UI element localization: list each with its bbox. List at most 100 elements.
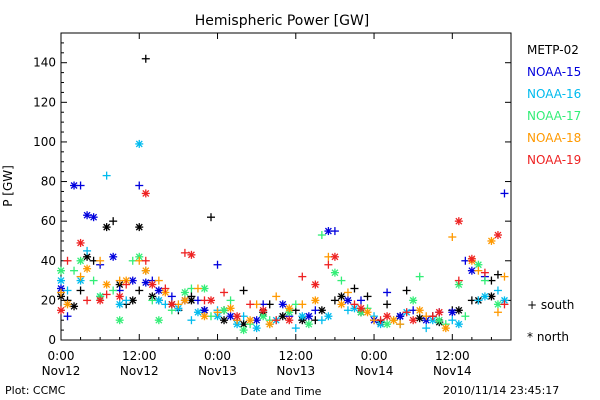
north-point <box>441 324 450 333</box>
north-point <box>70 302 79 311</box>
south-point <box>83 246 92 255</box>
north-point <box>141 278 150 287</box>
south-point <box>122 280 131 289</box>
north-point <box>343 296 352 305</box>
north-point <box>357 304 365 313</box>
y-tick-label: 100 <box>33 135 56 149</box>
south-point <box>383 288 392 297</box>
data-points <box>57 54 509 335</box>
north-point <box>415 306 424 315</box>
south-point <box>272 316 281 325</box>
north-point <box>135 223 144 232</box>
south-point <box>167 292 176 301</box>
south-point <box>480 268 489 277</box>
north-point <box>467 254 476 263</box>
north-point <box>285 304 294 313</box>
south-point <box>324 260 333 269</box>
north-point <box>57 306 65 315</box>
north-point <box>128 276 137 285</box>
north-point <box>304 320 313 329</box>
south-point <box>493 270 502 279</box>
south-point <box>480 276 489 285</box>
north-point <box>383 320 392 329</box>
south-point <box>83 296 92 305</box>
south-point <box>89 276 98 285</box>
south-point <box>500 272 509 281</box>
plot-source: Plot: CCMC <box>5 384 66 397</box>
south-point <box>161 284 170 293</box>
x-axis-label: Date and Time <box>241 385 322 398</box>
north-point <box>448 308 457 317</box>
legend-entry-noaa-16: NOAA-16 <box>527 87 582 101</box>
south-point <box>461 312 470 321</box>
north-point <box>493 231 502 240</box>
y-tick-label: 60 <box>41 214 56 228</box>
north-point <box>180 288 189 297</box>
north-point <box>63 300 72 309</box>
y-tick-label: 40 <box>41 254 56 268</box>
x-tick-date-label: Nov13 <box>198 364 237 378</box>
north-point <box>324 312 333 321</box>
north-point <box>252 324 261 333</box>
north-point <box>409 296 418 305</box>
south-point <box>291 324 300 333</box>
legend-entry-noaa-17: NOAA-17 <box>527 109 582 123</box>
north-point <box>154 316 163 325</box>
plot-frame <box>60 32 512 341</box>
north-point <box>311 296 320 305</box>
north-marker-symbol: * <box>527 330 533 344</box>
north-point <box>76 238 85 247</box>
north-point <box>154 286 163 295</box>
y-tick-label: 20 <box>41 293 56 307</box>
north-point <box>148 280 157 289</box>
x-tick-time-label: 0:00 <box>361 349 388 363</box>
north-point <box>480 292 489 301</box>
legend-entry-metp-02: METP-02 <box>527 43 579 57</box>
north-point <box>115 316 124 325</box>
x-tick-date-label: Nov14 <box>433 364 472 378</box>
south-point <box>415 272 424 281</box>
north-point <box>363 308 372 317</box>
north-point <box>278 300 287 309</box>
south-point <box>350 300 359 309</box>
north-point <box>76 256 85 265</box>
south-point <box>298 272 307 281</box>
north-point <box>83 252 92 261</box>
north-point <box>83 211 92 220</box>
north-point <box>200 306 209 315</box>
y-tick-label: 0 <box>48 333 56 347</box>
north-point <box>220 316 229 325</box>
south-point <box>63 312 72 321</box>
north-point <box>141 266 150 275</box>
south-point <box>311 306 320 315</box>
north-point <box>109 252 118 261</box>
south-point <box>76 286 85 295</box>
north-point <box>226 304 235 313</box>
south-point <box>350 284 359 293</box>
north-point <box>57 276 65 285</box>
south-point <box>298 300 307 309</box>
north-point <box>180 296 189 305</box>
south-marker-label: south <box>540 298 575 312</box>
south-point <box>317 316 326 325</box>
south-point <box>76 272 85 281</box>
south-point <box>493 308 502 317</box>
north-point <box>265 320 274 329</box>
south-marker-symbol: + <box>527 298 538 312</box>
south-point <box>193 284 202 293</box>
north-marker-key: * north <box>527 330 569 344</box>
north-point <box>102 223 111 232</box>
north-point <box>167 300 176 309</box>
south-point <box>96 256 105 265</box>
y-axis: 0 20 40 60 80 100 120 140 <box>33 32 511 347</box>
south-point <box>246 300 255 309</box>
south-point <box>70 266 79 275</box>
north-point <box>89 213 98 222</box>
y-tick-label: 80 <box>41 175 56 189</box>
south-point <box>500 189 509 198</box>
north-point <box>454 217 463 226</box>
south-point <box>207 213 215 222</box>
north-point <box>285 316 294 325</box>
south-point <box>448 233 457 242</box>
